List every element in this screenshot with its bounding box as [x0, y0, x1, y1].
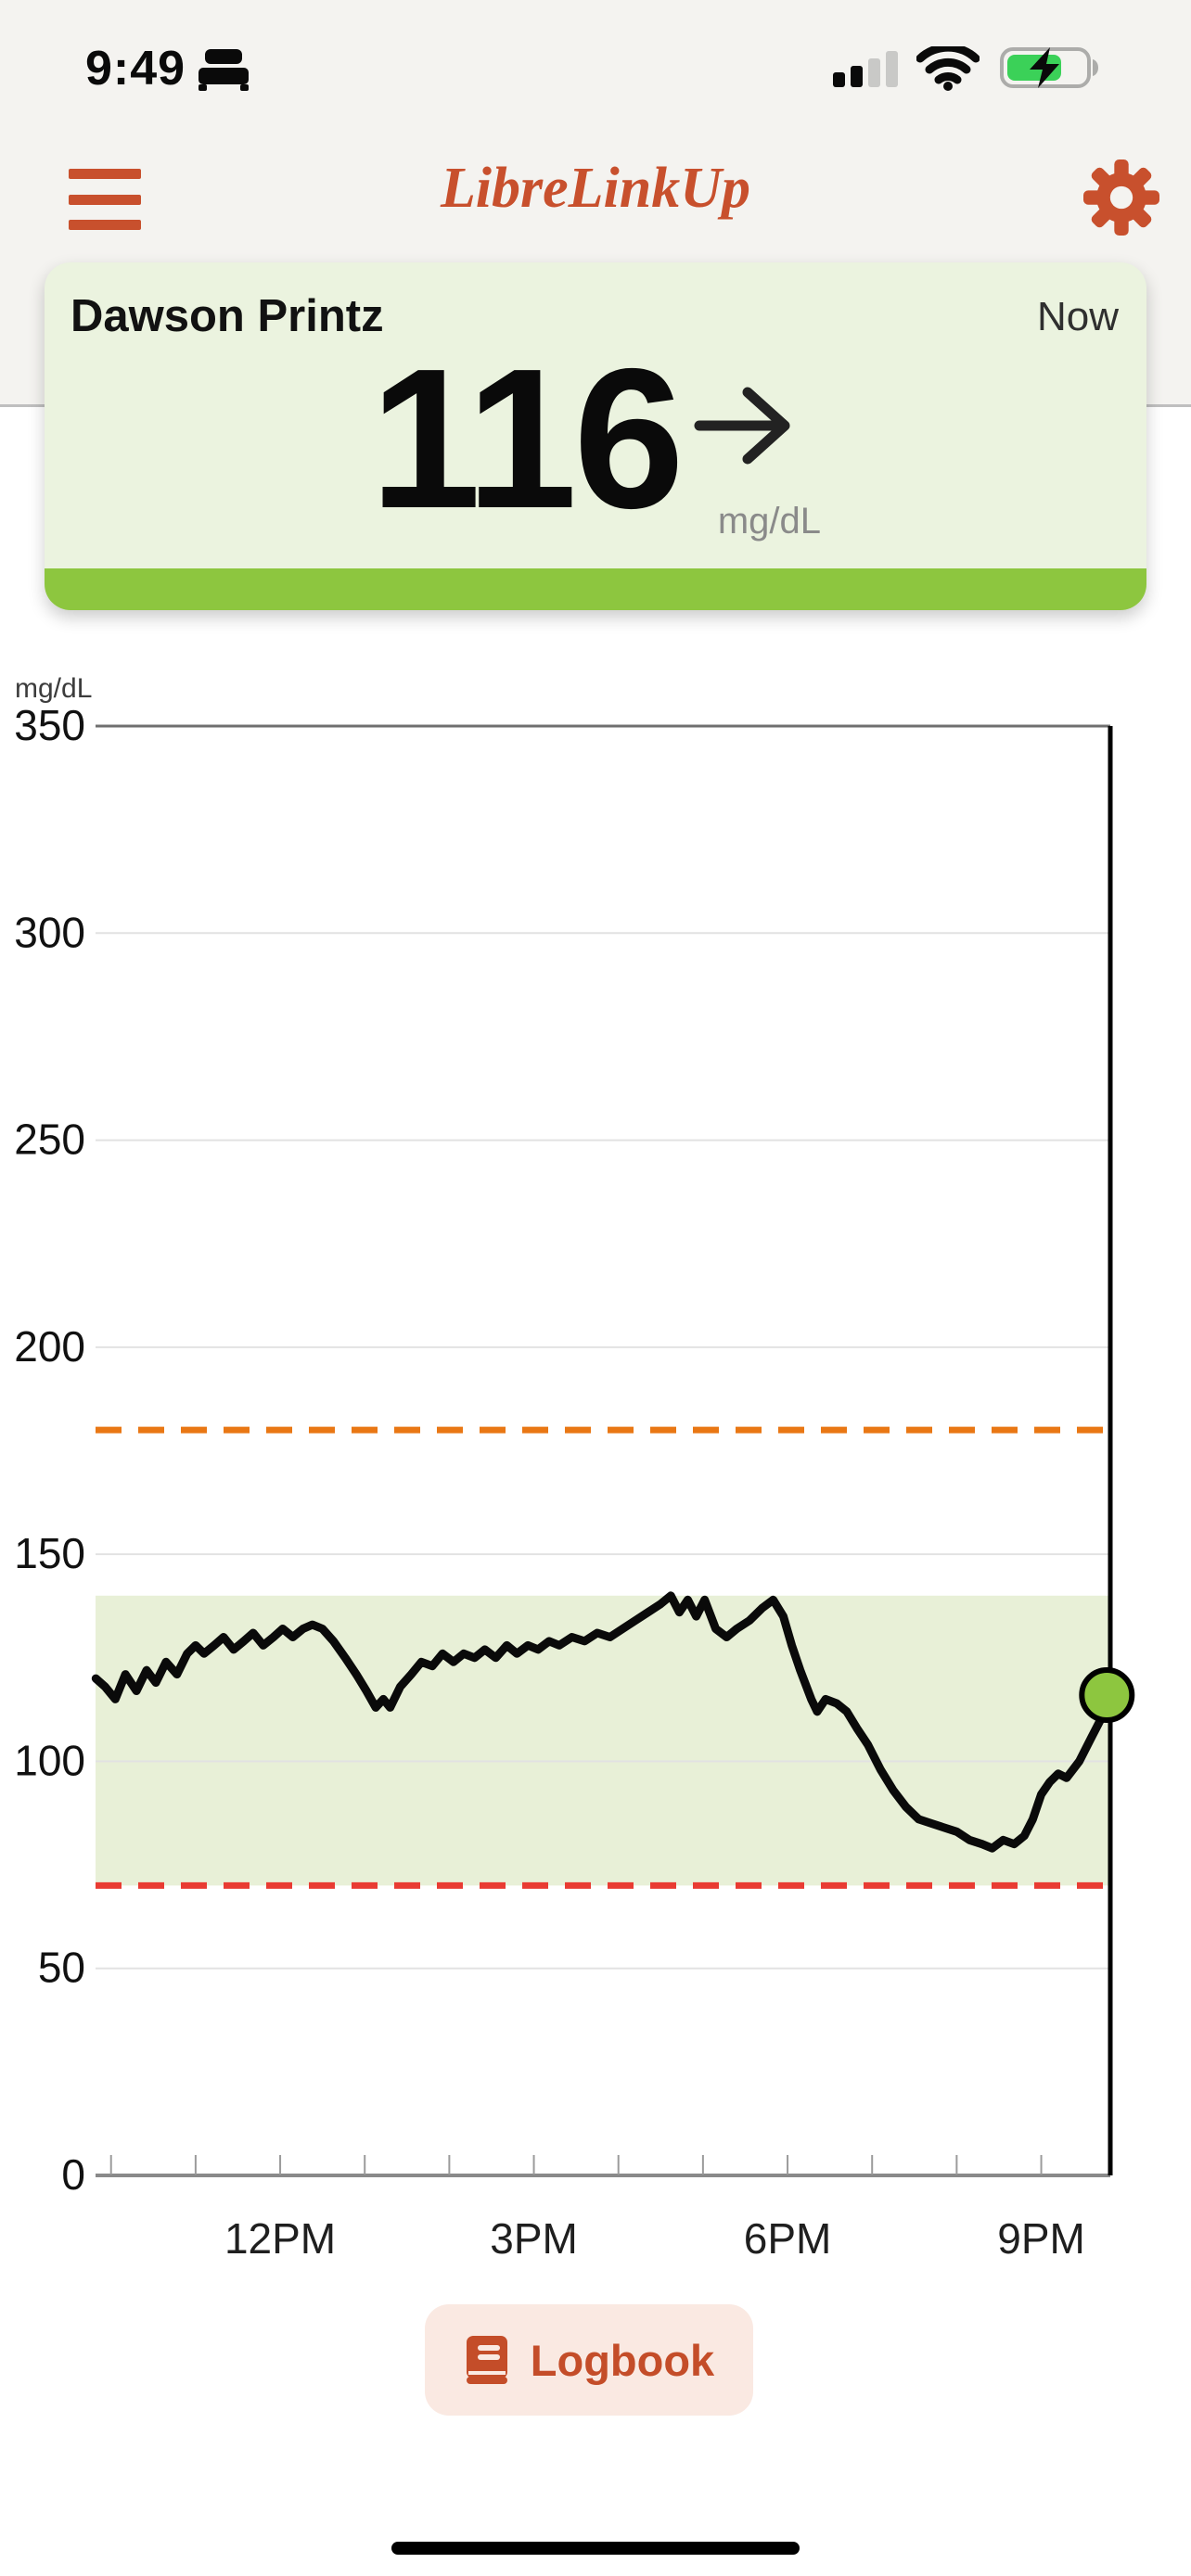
menu-bar — [69, 220, 141, 230]
logbook-button[interactable]: Logbook — [425, 2304, 753, 2416]
settings-gear-icon[interactable] — [1083, 159, 1159, 240]
menu-bar — [69, 194, 141, 205]
glucose-unit: mg/dL — [717, 501, 822, 542]
patient-glucose-card[interactable]: Dawson Printz Now 116 mg/dL — [45, 262, 1146, 610]
y-tick-label-350: 350 — [14, 701, 85, 749]
logbook-book-icon — [464, 2334, 510, 2386]
x-tick-label-9PM: 9PM — [997, 2214, 1085, 2263]
glucose-value: 116 — [369, 326, 685, 550]
menu-bar — [69, 169, 141, 179]
in-range-status-bar — [45, 568, 1146, 610]
home-indicator[interactable] — [391, 2542, 800, 2555]
reading-timestamp: Now — [1036, 294, 1119, 339]
y-tick-label-100: 100 — [14, 1736, 85, 1784]
current-glucose-dot — [1079, 1666, 1135, 1723]
app-title: LibreLinkUp — [440, 157, 751, 220]
glucose-reading: 116 mg/dL — [45, 326, 1146, 550]
cellular-signal-icon — [833, 48, 902, 92]
y-tick-label-300: 300 — [14, 908, 85, 956]
x-tick-label-3PM: 3PM — [490, 2214, 578, 2263]
logbook-label: Logbook — [530, 2335, 715, 2385]
y-tick-label-200: 200 — [14, 1322, 85, 1371]
battery-charging-icon — [1000, 46, 1104, 94]
patient-name: Dawson Printz — [70, 291, 384, 341]
y-axis-unit-label: mg/dL — [15, 673, 93, 704]
y-tick-label-250: 250 — [14, 1116, 85, 1164]
y-tick-label-150: 150 — [14, 1529, 85, 1577]
y-tick-label-50: 50 — [38, 1944, 85, 1992]
trend-steady-arrow-icon — [694, 381, 794, 475]
x-tick-label-12PM: 12PM — [224, 2214, 336, 2263]
wifi-icon — [916, 43, 980, 96]
glucose-trace — [91, 1591, 1115, 1853]
sleep-focus-bed-icon — [197, 48, 250, 96]
menu-button[interactable] — [69, 169, 141, 230]
status-time: 9:49 — [85, 42, 186, 96]
y-tick-label-0: 0 — [61, 2150, 85, 2199]
x-tick-label-6PM: 6PM — [744, 2214, 832, 2263]
